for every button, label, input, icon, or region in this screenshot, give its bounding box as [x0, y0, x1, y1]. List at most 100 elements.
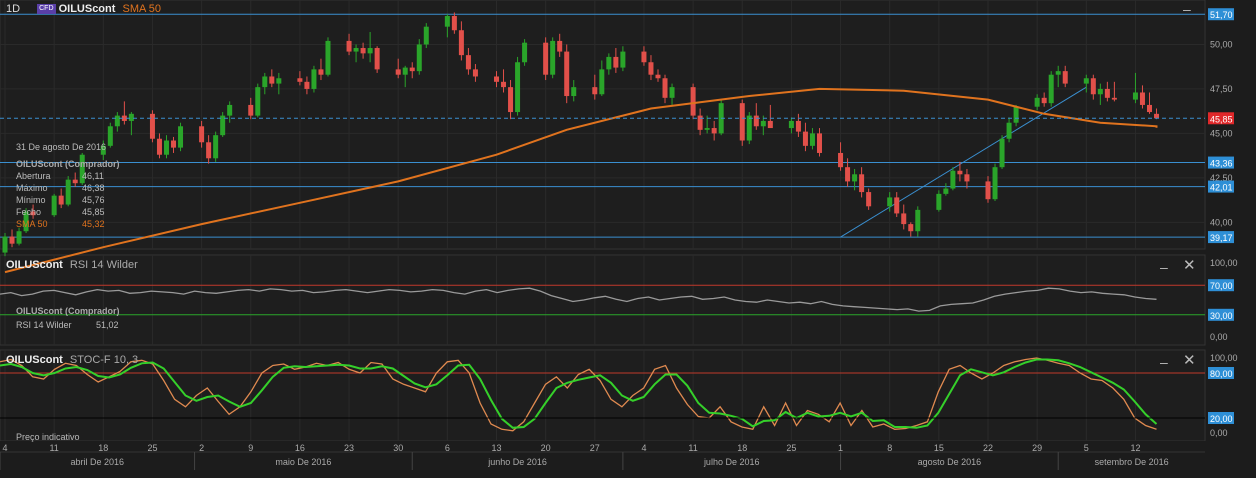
minimize-icon[interactable]: ‒	[1183, 1, 1191, 17]
candle-body	[964, 174, 970, 182]
date-axis-area	[0, 441, 1256, 478]
candle-body	[2, 236, 8, 253]
level-badge	[1208, 231, 1234, 244]
x-tick-label: 25	[786, 443, 796, 453]
x-tick-label: 25	[147, 443, 157, 453]
month-label: abril De 2016	[71, 457, 125, 467]
month-label: maio De 2016	[275, 457, 331, 467]
x-tick-label: 8	[887, 443, 892, 453]
candle-body	[1146, 104, 1152, 113]
candle-body	[746, 115, 752, 141]
candle-body	[325, 40, 331, 75]
candle-body	[409, 67, 415, 72]
candle-body	[1104, 88, 1110, 98]
candle-body	[894, 197, 900, 214]
candle-body	[669, 87, 675, 98]
candle-body	[950, 170, 956, 189]
candle-body	[592, 87, 598, 95]
candle-body	[65, 179, 71, 205]
y-tick-label: 0,00	[1210, 428, 1228, 438]
x-tick-label: 23	[344, 443, 354, 453]
timeframe-label[interactable]: 1D	[6, 3, 21, 15]
candle-body	[402, 67, 408, 75]
stoch-indicator-label[interactable]: STOC-F 10, 3	[69, 354, 139, 366]
candle-body	[465, 55, 471, 70]
candle-body	[16, 231, 22, 244]
y-tick-label: 50,00	[1210, 39, 1233, 49]
candle-body	[1034, 97, 1040, 107]
last-price-label: 45,85	[1210, 114, 1233, 124]
info-row: Mínimo 45,76	[16, 195, 105, 205]
candle-body	[1062, 71, 1068, 84]
candle-body	[809, 133, 815, 146]
candle-body	[887, 197, 893, 207]
rsi-indicator-label[interactable]: RSI 14 Wilder	[69, 259, 138, 271]
info-row: Fecho 45,85	[16, 207, 105, 217]
candle-body	[859, 174, 865, 193]
candle-body	[128, 113, 134, 121]
level-label: 39,17	[1210, 233, 1233, 243]
rsi-info-title: OILUScont (Comprador)	[16, 306, 120, 316]
x-tick-label: 16	[295, 443, 305, 453]
sma-indicator-label[interactable]: SMA 50	[122, 3, 162, 15]
candle-body	[915, 209, 921, 232]
x-tick-label: 18	[737, 443, 747, 453]
x-tick-label: 11	[688, 443, 697, 453]
last-price-badge	[1208, 112, 1234, 125]
candle-body	[845, 167, 851, 182]
candle-body	[171, 140, 177, 148]
y-tick-label: 42,50	[1210, 173, 1233, 183]
candle-body	[353, 48, 359, 52]
candle-body	[423, 26, 429, 45]
candle-body	[992, 167, 998, 200]
candle-body	[107, 126, 113, 146]
level-badge	[1208, 8, 1234, 21]
x-tick-label: 30	[393, 443, 403, 453]
minimize-icon[interactable]: ‒	[1160, 354, 1168, 370]
candle-body	[1013, 106, 1019, 123]
candle-body	[276, 78, 282, 84]
candle-body	[51, 195, 57, 216]
level-badge	[1208, 180, 1234, 193]
candle-body	[1139, 92, 1145, 105]
candle-body	[156, 138, 162, 155]
candle-body	[494, 76, 499, 82]
rsi-panel-header: OILUScont RSI 14 Wilder	[6, 259, 138, 271]
x-tick-label: 29	[1032, 443, 1042, 453]
x-tick-label: 22	[983, 443, 993, 453]
indicator-line	[0, 287, 1157, 312]
candle-body	[1048, 74, 1054, 104]
candle-body	[23, 211, 29, 232]
candle-body	[999, 138, 1005, 168]
candle-body	[374, 48, 380, 70]
candle-body	[220, 115, 226, 136]
x-tick-label: 1	[838, 443, 843, 453]
panel-frame	[0, 0, 1206, 250]
y-tick-label: 100,00	[1210, 258, 1238, 268]
candle-body	[360, 48, 366, 54]
info-title: OILUScont (Comprador)	[16, 159, 120, 169]
level-badge	[1208, 308, 1234, 321]
candle-body	[802, 131, 808, 146]
candle-body	[852, 174, 858, 182]
level-badge	[1208, 279, 1234, 292]
candle-body	[557, 40, 563, 52]
candle-body	[985, 181, 991, 200]
rsi-info-row: RSI 14 Wilder 51,02	[16, 320, 119, 330]
symbol-name[interactable]: OILUScont	[58, 3, 116, 15]
indicative-price-note: Preço indicativo	[16, 432, 80, 442]
rsi-symbol: OILUScont	[6, 259, 63, 271]
candle-body	[1006, 122, 1012, 139]
cfd-badge-icon: CFD	[37, 4, 56, 15]
trendline	[840, 86, 1087, 238]
close-icon[interactable]: ✕	[1183, 352, 1196, 369]
candle-body	[346, 40, 352, 52]
minimize-icon[interactable]: ‒	[1160, 259, 1168, 275]
candle-body	[606, 56, 612, 70]
candle-body	[957, 170, 963, 175]
candle-body	[472, 69, 478, 77]
x-tick-label: 4	[641, 443, 646, 453]
candle-body	[599, 69, 605, 95]
close-icon[interactable]: ✕	[1183, 257, 1196, 274]
x-tick-label: 13	[491, 443, 501, 453]
